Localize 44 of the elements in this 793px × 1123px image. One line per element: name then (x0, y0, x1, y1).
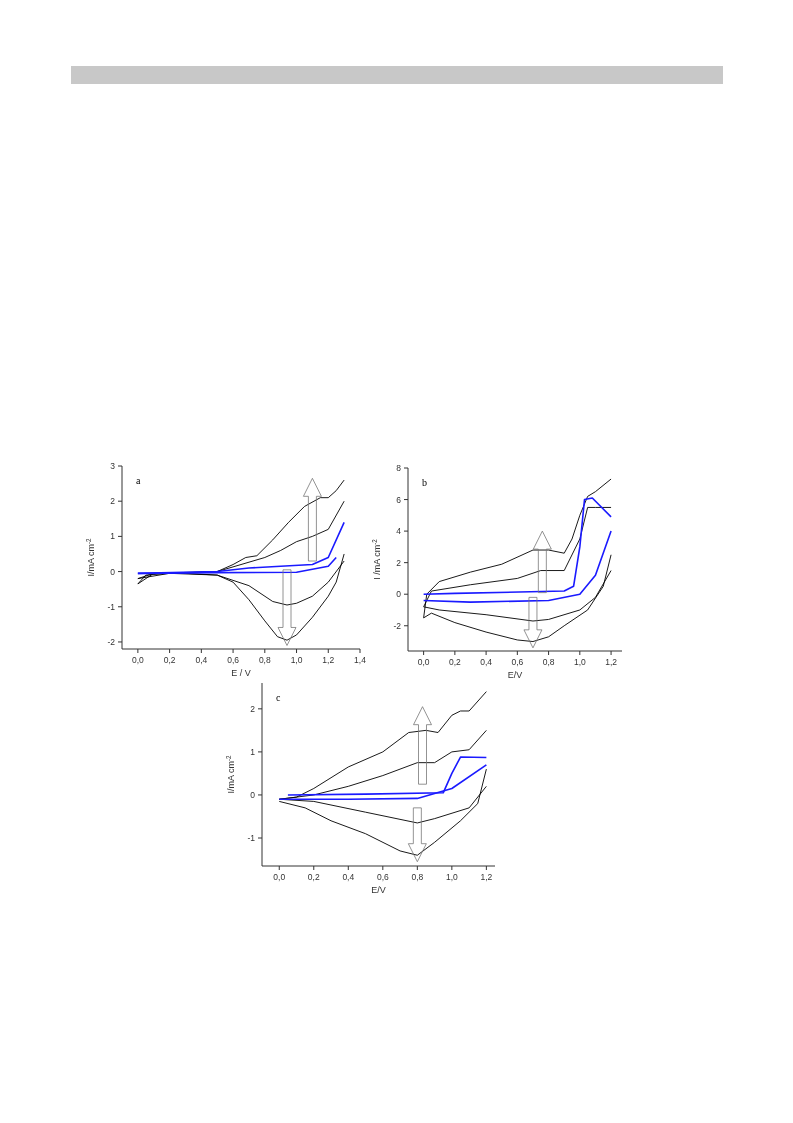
y-tick-label: -2 (107, 636, 116, 647)
y-tick-label: 2 (396, 557, 402, 568)
x-tick-label: 0,8 (542, 657, 555, 667)
annotation: c (276, 692, 281, 703)
annotation: b (422, 477, 427, 488)
x-tick-label: 0,4 (342, 872, 355, 882)
y-tick-label: 8 (396, 462, 402, 473)
x-tick-label: 1,0 (445, 872, 459, 882)
y-tick-label: 1 (250, 746, 256, 757)
x-tick-label: 1,2 (322, 655, 335, 665)
x-tick-label: 1,2 (605, 657, 618, 667)
x-tick-label: 0,6 (227, 655, 240, 665)
x-axis-title: E/V (371, 885, 386, 895)
y-tick-label: 6 (396, 494, 402, 505)
y-tick-label: -1 (247, 832, 256, 843)
y-tick-label: 1 (110, 531, 116, 542)
y-tick-label: 2 (250, 703, 256, 714)
x-tick-label: 0,4 (480, 657, 493, 667)
x-tick-label: 0,0 (417, 657, 430, 667)
x-axis-title: E / V (231, 668, 251, 678)
x-tick-label: 0,2 (307, 872, 320, 882)
x-tick-label: 0,4 (195, 655, 208, 665)
x-tick-label: 0,2 (163, 655, 176, 665)
x-tick-label: 1,0 (573, 657, 586, 667)
y-tick-label: 3 (110, 460, 116, 471)
x-tick-label: 0,6 (376, 872, 389, 882)
x-tick-label: 1,2 (480, 872, 493, 882)
y-tick-label: -1 (107, 601, 116, 612)
x-tick-label: 0,6 (511, 657, 524, 667)
x-tick-label: 0,8 (258, 655, 271, 665)
y-tick-label: 0 (110, 566, 116, 577)
y-tick-label: 0 (250, 789, 256, 800)
x-axis-title: E/V (507, 670, 523, 680)
y-tick-label: 4 (396, 526, 402, 537)
y-tick-label: -2 (393, 620, 402, 631)
x-tick-label: 0,0 (273, 872, 286, 882)
x-tick-label: 0,0 (131, 655, 145, 665)
y-tick-label: 0 (396, 589, 402, 600)
y-tick-label: 2 (110, 496, 116, 507)
x-tick-label: 1,4 (354, 655, 367, 665)
x-tick-label: 0,8 (411, 872, 424, 882)
annotation: a (136, 475, 141, 486)
x-tick-label: 1,0 (290, 655, 303, 665)
x-tick-label: 0,2 (448, 657, 462, 667)
